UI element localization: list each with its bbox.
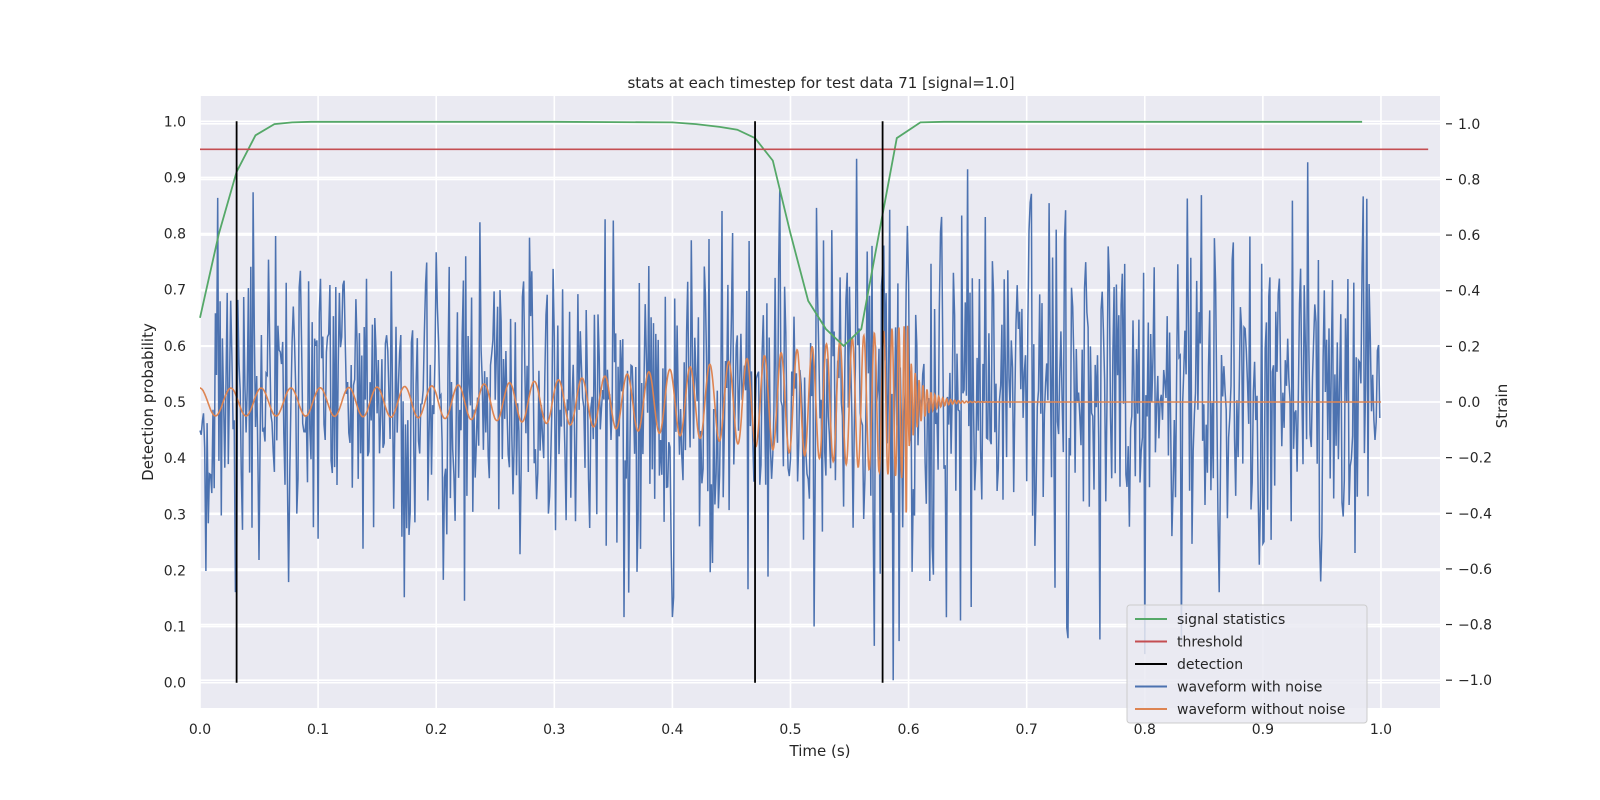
right-y-tick-label: −0.4: [1458, 506, 1492, 522]
x-tick-label: 0.6: [897, 722, 919, 738]
legend-label: detection: [1177, 657, 1243, 673]
left-axis-ticks: 0.0 0.1 0.2 0.3 0.4 0.5 0.6 0.7 0.8 0.9 1.0: [164, 114, 186, 691]
right-y-axis-label: Strain: [1493, 384, 1511, 428]
x-axis-label: Time (s): [789, 742, 851, 760]
y-tick-label: 0.6: [164, 339, 186, 355]
legend-label: signal statistics: [1177, 612, 1285, 628]
y-tick-label: 1.0: [164, 114, 186, 130]
right-y-tick-label: −1.0: [1458, 673, 1492, 689]
x-tick-label: 0.3: [543, 722, 565, 738]
x-axis-ticks: 0.0 0.1 0.2 0.3 0.4 0.5 0.6 0.7 0.8 0.9 1.0: [189, 722, 1392, 738]
x-tick-label: 0.2: [425, 722, 447, 738]
right-axis-ticks: −1.0 −0.8 −0.6 −0.4 −0.2 0.0 0.2 0.4 0.6 0.8 1.0: [1446, 117, 1492, 689]
right-y-tick-label: 0.8: [1458, 172, 1480, 188]
right-y-tick-label: 1.0: [1458, 117, 1480, 133]
right-y-tick-label: 0.0: [1458, 395, 1480, 411]
legend-label: threshold: [1177, 635, 1243, 651]
y-tick-label: 0.2: [164, 563, 186, 579]
y-tick-label: 0.7: [164, 283, 186, 299]
y-tick-label: 0.9: [164, 170, 186, 186]
chart-title: stats at each timestep for test data 71 …: [627, 74, 1014, 92]
x-tick-label: 0.0: [189, 722, 211, 738]
y-tick-label: 0.3: [164, 507, 186, 523]
x-tick-label: 0.1: [307, 722, 329, 738]
x-tick-label: 1.0: [1370, 722, 1392, 738]
legend-box: [1126, 604, 1368, 724]
right-y-tick-label: 0.2: [1458, 339, 1480, 355]
legend: signal statistics threshold detection wavef…: [1126, 604, 1368, 724]
waveform-with-noise-line: [199, 158, 1381, 681]
right-y-tick-label: −0.6: [1458, 562, 1492, 578]
y-tick-label: 0.5: [164, 395, 186, 411]
x-tick-label: 0.9: [1252, 722, 1274, 738]
right-y-tick-label: −0.2: [1458, 451, 1492, 467]
y-tick-label: 0.4: [164, 451, 186, 467]
y-tick-label: 0.1: [164, 620, 186, 636]
x-tick-label: 0.5: [779, 722, 801, 738]
right-y-tick-label: 0.4: [1458, 284, 1480, 300]
waveform-without-noise-line: [200, 325, 1381, 513]
legend-label: waveform with noise: [1177, 680, 1322, 696]
plot-lines: [199, 120, 1429, 683]
y-tick-label: 0.8: [164, 227, 186, 243]
legend-label: waveform without noise: [1177, 702, 1345, 718]
x-tick-label: 0.8: [1134, 722, 1156, 738]
right-y-tick-label: 0.6: [1458, 228, 1480, 244]
x-tick-label: 0.4: [661, 722, 683, 738]
x-tick-label: 0.7: [1016, 722, 1038, 738]
right-y-tick-label: −0.8: [1458, 618, 1492, 634]
y-axis-label: Detection probability: [139, 323, 157, 481]
y-tick-label: 0.0: [164, 676, 186, 692]
